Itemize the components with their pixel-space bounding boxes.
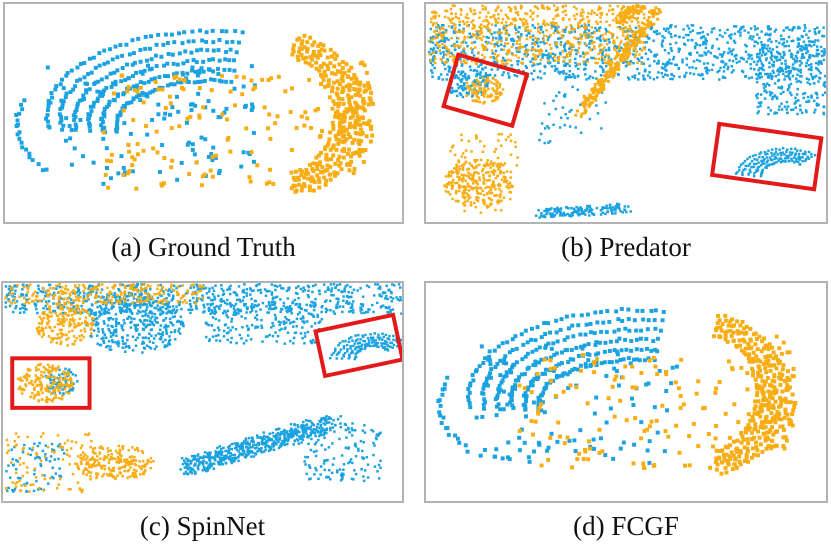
point-cloud-predator [427, 4, 826, 219]
panel-fcgf [424, 281, 828, 503]
point-cloud-fcgf [436, 306, 798, 476]
panel-predator [424, 2, 828, 224]
caption-predator: (b) Predator [561, 232, 691, 262]
point-cloud-ground-truth [14, 28, 376, 194]
highlight-box-left [10, 356, 92, 410]
point-cloud-spinnet [4, 283, 402, 494]
highlight-box-left [441, 52, 530, 129]
caption-spinnet: (c) SpinNet [139, 511, 266, 541]
panel-ground-truth [3, 2, 404, 224]
highlight-box-right [709, 121, 824, 192]
caption-fcgf: (d) FCGF [573, 511, 679, 541]
highlight-box-right [313, 312, 402, 379]
panel-spinnet [1, 281, 404, 503]
caption-ground-truth: (a) Ground Truth [111, 232, 296, 262]
